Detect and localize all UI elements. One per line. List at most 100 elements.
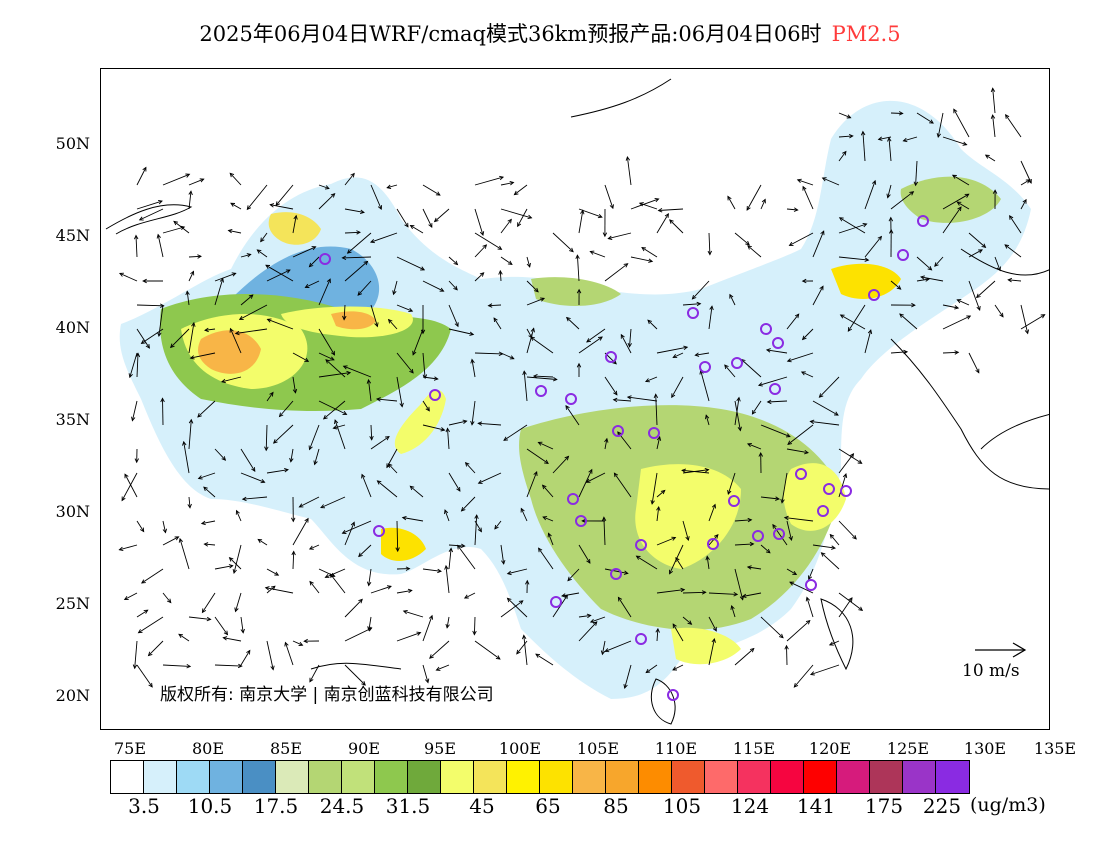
wind-arrow-icon [344,172,355,186]
wind-arrow-icon [346,232,372,254]
wind-arrow-icon [334,419,346,450]
legend-label: 24.5 [319,794,365,818]
wind-vectors [118,87,1046,689]
wind-arrow-icon [232,544,242,574]
wind-arrow-icon [838,256,870,262]
wind-arrow-icon [537,441,554,450]
wind-arrow-icon [578,613,592,619]
wind-arrow-icon [366,378,372,402]
wind-arrow-icon [386,184,398,189]
wind-arrow-icon [131,400,138,422]
wind-arrow-icon [783,515,814,522]
wind-arrow-icon [241,496,268,502]
wind-arrow-icon [140,328,164,344]
wind-arrow-icon [361,473,372,498]
wind-arrow-icon [472,616,477,636]
station-circle-icon [769,383,781,395]
wind-arrow-icon [474,272,485,282]
wind-arrow-icon [369,232,398,244]
wind-arrow-icon [162,664,192,669]
station-circle-icon [535,385,547,397]
wind-arrow-icon [477,421,502,426]
wind-reference-arrow-icon [975,642,1027,658]
wind-arrow-icon [578,621,598,642]
lat-label: 30N [55,502,90,521]
lon-label: 135E [1033,739,1077,758]
wind-arrow-icon [201,592,216,614]
wind-arrow-icon [890,191,915,210]
wind-arrow-icon [448,547,454,570]
legend-label: 225 [922,794,962,818]
wind-arrow-icon [916,256,933,271]
wind-arrow-icon [500,600,524,618]
wind-arrow-icon [387,463,398,474]
wind-arrow-icon [602,208,608,238]
wind-arrow-icon [968,249,983,258]
wind-arrow-icon [746,565,762,570]
wind-arrow-icon [656,506,661,522]
wind-arrow-icon [576,288,582,306]
wind-arrow-icon [691,280,710,300]
wind-arrow-icon [318,352,335,361]
wind-arrow-icon [162,592,172,604]
wind-arrow-icon [645,664,658,674]
lat-label: 45N [55,226,90,245]
station-circle-icon [605,351,617,363]
wind-arrow-icon [188,321,196,354]
lon-label: 130E [963,739,1007,758]
wind-arrow-icon [838,520,857,540]
station-circle-icon [699,361,711,373]
wind-arrow-icon [376,480,398,498]
wind-arrow-icon [708,637,716,666]
wind-arrow-icon [644,376,658,383]
lat-label: 40N [55,318,90,337]
wind-arrow-icon [920,275,944,282]
wind-arrow-icon [838,592,864,611]
legend-swatch [111,761,144,793]
legend-label: 45 [469,794,495,818]
wind-arrow-icon [265,264,294,282]
wind-arrow-icon [1005,113,1022,138]
wind-arrow-icon [786,207,799,212]
legend-label: 31.5 [385,794,431,818]
wind-arrow-icon [578,468,593,498]
wind-arrow-icon [506,568,528,576]
wind-arrow-icon [324,568,346,579]
wind-arrow-icon [156,233,164,258]
coastlines-borders [105,78,1049,725]
legend-label: 17.5 [253,794,299,818]
wind-arrow-icon [474,640,501,660]
lon-label: 110E [654,739,698,758]
wind-arrow-icon [525,579,530,594]
wind-arrow-icon [672,623,684,642]
wind-arrow-icon [953,108,970,138]
station-circle-icon [319,253,331,265]
wind-arrow-icon [547,532,554,546]
wind-arrow-icon [136,328,150,349]
wind-arrow-icon [214,663,243,669]
wind-arrow-icon [839,314,866,330]
wind-arrow-icon [942,350,960,355]
pm25-map[interactable] [101,69,1050,730]
wind-arrow-icon [727,195,736,210]
wind-arrow-icon [457,544,476,570]
wind-arrow-icon [578,544,591,564]
wind-arrow-icon [520,507,528,522]
wind-arrow-icon [325,359,346,378]
wind-arrow-icon [552,455,570,474]
wind-arrow-icon [344,598,363,618]
wind-arrow-icon [818,376,840,398]
wind-arrow-icon [173,220,190,234]
wind-arrow-icon [760,544,771,554]
map-panel[interactable] [100,68,1050,730]
wind-arrow-icon [200,520,216,526]
station-circle-icon [707,538,719,550]
wind-arrow-icon [809,419,840,426]
wind-arrow-icon [734,517,753,523]
wind-arrow-icon [604,184,614,210]
wind-arrow-icon [178,537,190,570]
wind-arrow-icon [655,627,660,642]
wind-arrow-icon [675,556,684,570]
lon-label: 120E [808,739,852,758]
wind-arrow-icon [757,376,788,387]
